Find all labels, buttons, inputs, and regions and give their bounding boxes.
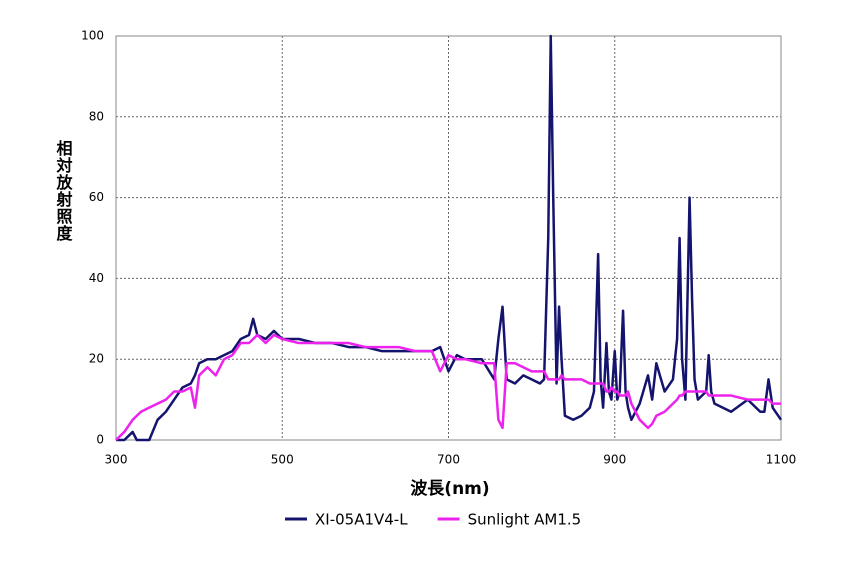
y-axis-label: 相対放射照度 [54, 139, 74, 242]
x-axis-label: 波長(nm) [410, 478, 489, 499]
y-tick-label: 100 [81, 29, 104, 43]
y-tick-label: 40 [89, 271, 104, 285]
x-tick-label: 300 [105, 453, 128, 467]
legend-label: Sunlight AM1.5 [468, 511, 582, 529]
y-tick-label: 0 [96, 433, 104, 447]
x-tick-label: 1100 [766, 453, 797, 467]
x-tick-label: 700 [437, 453, 460, 467]
series-line [115, 333, 781, 441]
plot-border [115, 35, 782, 441]
legend-label: XI-05A1V4-L [315, 511, 408, 529]
y-tick-label: 20 [89, 352, 104, 366]
y-tick-label: 60 [89, 190, 104, 204]
series-line [116, 34, 783, 442]
y-tick-label: 80 [89, 109, 104, 123]
x-tick-label: 500 [271, 453, 294, 467]
x-tick-label: 900 [603, 453, 626, 467]
